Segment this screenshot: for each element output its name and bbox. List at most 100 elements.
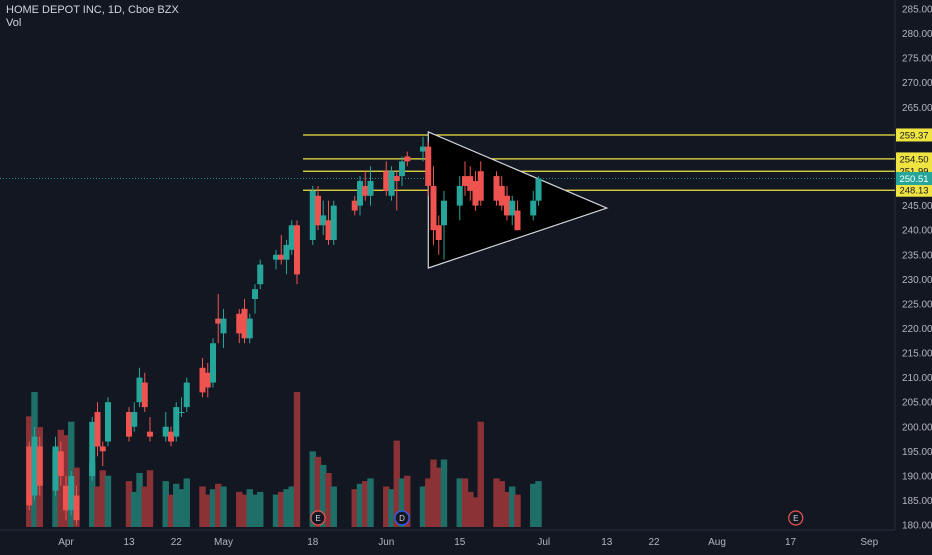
candle-body: [467, 176, 474, 191]
symbol-title[interactable]: HOME DEPOT INC, 1D, Cboe BZX: [6, 4, 179, 16]
time-tick-label: Apr: [58, 537, 74, 548]
volume-bar: [104, 475, 112, 527]
volume-bar: [383, 486, 390, 527]
price-tick-label: 285.00: [902, 5, 932, 16]
candle-body: [388, 171, 395, 196]
candle-body: [425, 146, 432, 186]
volume-bar: [251, 494, 259, 527]
volume-bar: [514, 494, 521, 527]
chart-legend: HOME DEPOT INC, 1D, Cboe BZX Vol: [6, 4, 179, 30]
price-tick-label: 280.00: [902, 29, 932, 40]
candle-body: [173, 407, 180, 437]
time-tick-label: 22: [171, 537, 183, 548]
event-marker-dividend: [394, 510, 410, 526]
volume-bar: [257, 491, 264, 527]
volume-bar: [220, 486, 227, 527]
price-tick-label: 245.00: [902, 201, 932, 212]
volume-bar: [131, 491, 138, 527]
candle-body: [52, 446, 59, 491]
volume-bar: [314, 456, 322, 527]
candle-body: [99, 446, 106, 452]
candle-body: [136, 377, 143, 403]
time-tick-label: 13: [123, 537, 135, 548]
current-price-tag-bg: [896, 172, 932, 186]
volume-bar: [509, 486, 516, 527]
time-tick-label: Aug: [708, 537, 726, 548]
volume-bar: [125, 481, 133, 527]
candle-body: [367, 181, 374, 196]
candle-body: [294, 225, 300, 275]
volume-bar: [283, 489, 290, 527]
candle-body: [215, 318, 222, 324]
candle-body: [309, 190, 316, 241]
candle-body: [210, 343, 216, 383]
candle-body: [430, 185, 437, 231]
volume-bar: [141, 486, 148, 527]
price-tick-label: 190.00: [902, 471, 932, 482]
price-tick-label: 230.00: [902, 275, 932, 286]
candle-body: [278, 254, 285, 260]
level-price-tag-bg: [896, 152, 932, 166]
candle-body: [131, 412, 138, 427]
event-marker-earnings: [310, 510, 326, 526]
time-tick-label: 13: [601, 537, 613, 548]
level-price-tag: 248.13: [899, 186, 928, 197]
candle-body: [183, 382, 190, 408]
price-tick-label: 275.00: [902, 54, 932, 65]
time-tick-label: 22: [648, 537, 660, 548]
level-price-tag-bg: [896, 183, 932, 197]
candle-body: [404, 156, 411, 162]
volume-bar: [183, 478, 190, 527]
price-tick-label: 205.00: [902, 398, 932, 409]
candle-body: [89, 421, 96, 476]
price-tick-label: 195.00: [902, 447, 932, 458]
volume-bar: [178, 489, 185, 527]
time-tick-label: Jun: [378, 537, 394, 548]
candle-body: [273, 254, 279, 260]
event-marker-letter: D: [399, 514, 405, 523]
volume-bar: [461, 478, 469, 527]
volume-bar: [146, 470, 154, 527]
candle-body: [320, 215, 327, 226]
candle-body: [325, 220, 332, 241]
volume-bar: [351, 489, 358, 527]
price-tick-label: 215.00: [902, 349, 932, 360]
volume-bar: [404, 475, 411, 527]
price-tick-label: 235.00: [902, 250, 932, 261]
volume-legend-label[interactable]: Vol: [6, 17, 22, 29]
candle-body: [514, 210, 521, 231]
volume-bar: [215, 483, 222, 527]
candle-body: [530, 200, 537, 216]
volume-bar: [309, 451, 316, 527]
candle-body: [36, 446, 43, 486]
volume-bar: [89, 462, 96, 527]
candle-body: [199, 367, 206, 393]
candle-body: [315, 195, 321, 226]
candle-body: [26, 446, 33, 506]
price-tick-label: 200.00: [902, 422, 932, 433]
candle-body: [168, 431, 174, 442]
candle-body: [456, 185, 463, 206]
volume-bar: [167, 494, 175, 527]
candle-body: [220, 318, 227, 334]
volume-bar: [136, 473, 143, 527]
volume-bar: [293, 392, 301, 527]
event-marker-earnings: [788, 510, 804, 526]
level-price-tag-bg: [896, 128, 932, 142]
volume-bar: [330, 486, 337, 527]
candle-body: [330, 205, 337, 241]
price-tick-label: 210.00: [902, 373, 932, 384]
time-tick-label: 18: [307, 537, 319, 548]
triangle-pattern-drawing: [427, 130, 609, 269]
candle-body: [462, 176, 468, 186]
volume-bar: [236, 491, 243, 527]
time-tick-label: Sep: [860, 537, 878, 548]
volume-bar: [477, 421, 484, 527]
volume-bar: [325, 473, 332, 527]
volume-bar: [99, 470, 106, 527]
candle-body: [472, 181, 479, 206]
candle-body: [504, 195, 510, 216]
volume-bar: [467, 491, 474, 527]
